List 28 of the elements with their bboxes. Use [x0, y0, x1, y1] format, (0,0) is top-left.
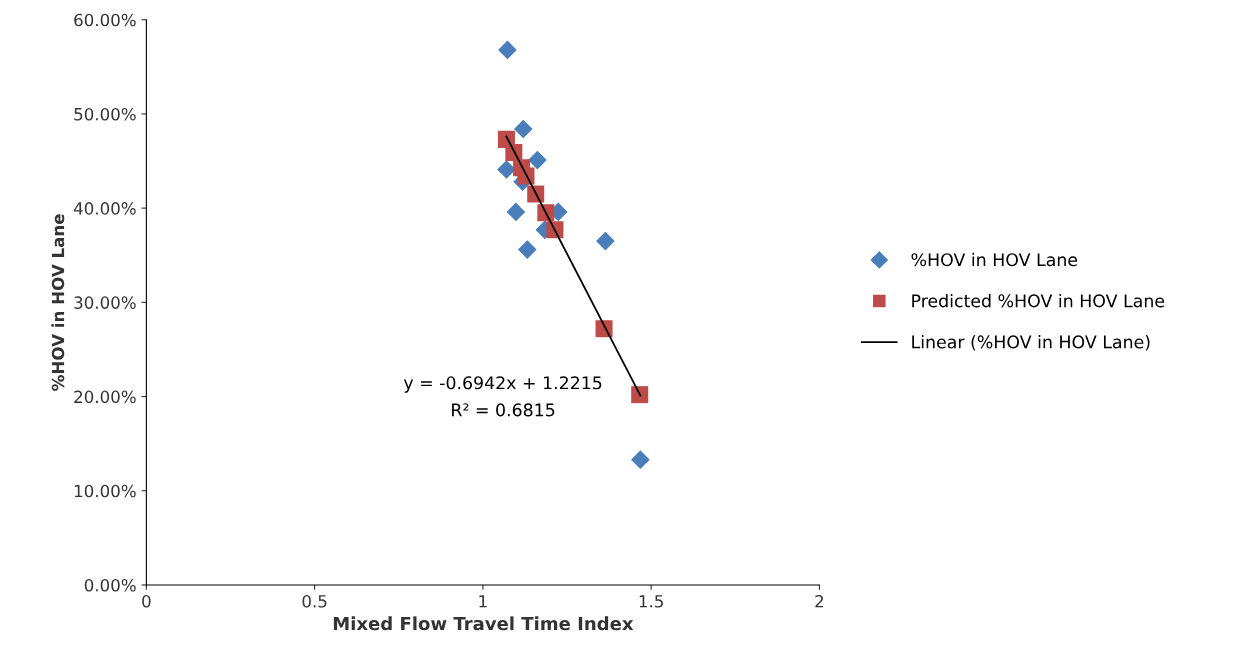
y-tick-label: 10.00%: [74, 484, 136, 498]
point: [513, 119, 533, 139]
y-tick-label: 40.00%: [73, 202, 136, 215]
y-tick-label: 60.00%: [74, 13, 136, 27]
point: [596, 231, 615, 251]
x-axis-title: Mixed Flow Travel Time Index: [333, 616, 634, 631]
y-axis-title: %HOV in HOV Lane: [51, 214, 65, 391]
annotation: y = -0.6942x + 1.2215: [403, 376, 602, 393]
point: [631, 386, 649, 404]
x-tick-label: 1: [479, 595, 487, 608]
y-tick-label: 50.00%: [74, 107, 136, 121]
x-tick-label: 0.5: [302, 594, 327, 608]
y-tick-label: 0.00%: [84, 578, 136, 592]
point: [498, 40, 517, 60]
y-tick-label: 20.00%: [74, 390, 136, 404]
point: [506, 202, 526, 222]
point: [517, 240, 537, 259]
annotation: R² = 0.6815: [452, 403, 555, 417]
x-tick-label: 0: [142, 594, 151, 608]
legend-label: %HOV in HOV Lane: [911, 252, 1078, 267]
y-tick-label: 30.00%: [74, 296, 136, 309]
legend-label: Predicted %HOV in HOV Lane: [912, 293, 1165, 308]
legend-label: Linear (%HOV in HOV Lane): [912, 335, 1150, 351]
point: [497, 160, 516, 179]
x-tick-label: 1.5: [639, 595, 663, 608]
point: [528, 150, 547, 170]
point: [631, 450, 650, 469]
x-tick-label: 2: [815, 594, 824, 608]
